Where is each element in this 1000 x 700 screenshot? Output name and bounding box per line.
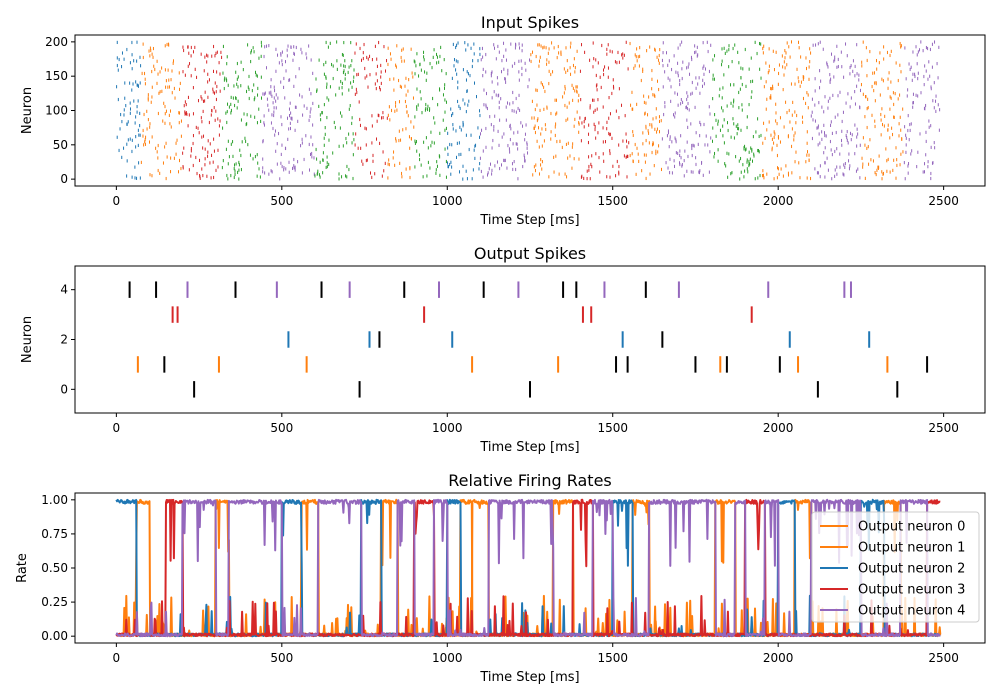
legend-label: Output neuron 3 xyxy=(858,583,965,598)
spike-segment xyxy=(387,44,415,180)
x-tick-label: 1000 xyxy=(432,651,463,665)
x-axis-label: Time Step [ms] xyxy=(479,670,579,685)
event-row-neuron-1 xyxy=(136,356,889,373)
y-axis-label: Neuron xyxy=(20,316,35,363)
y-tick-label: 0 xyxy=(60,172,68,186)
event-row-neuron-2 xyxy=(287,331,871,348)
spike-segment xyxy=(711,40,762,181)
x-tick-label: 1000 xyxy=(432,194,463,208)
x-tick-label: 2000 xyxy=(763,194,794,208)
chart-1: Input Spikes 0 500 1000 1500 2000 2500 0 50 100 15… xyxy=(20,13,986,228)
spike-segment xyxy=(860,40,904,181)
x-tick-label: 2000 xyxy=(763,651,794,665)
x-tick-label: 500 xyxy=(270,421,293,435)
y-axis-label: Neuron xyxy=(20,87,35,134)
y-tick-label: 0.00 xyxy=(41,629,68,643)
spike-segment xyxy=(761,40,812,181)
spike-segment xyxy=(182,44,223,180)
plot-area xyxy=(115,498,942,638)
x-tick-label: 1500 xyxy=(597,651,628,665)
spike-segment xyxy=(810,40,861,181)
x-tick-label: 500 xyxy=(270,194,293,208)
spike-segment xyxy=(530,41,580,179)
x-tick-label: 500 xyxy=(270,651,293,665)
y-axis-label: Rate xyxy=(15,553,30,583)
y-tick-label: 4 xyxy=(60,283,68,297)
x-tick-label: 2500 xyxy=(928,421,959,435)
x-tick-label: 1500 xyxy=(597,421,628,435)
x-tick-label: 0 xyxy=(113,194,121,208)
legend-label: Output neuron 0 xyxy=(858,520,965,535)
spike-segment xyxy=(262,43,315,181)
event-row-neuron-2 xyxy=(378,331,664,348)
spike-segment xyxy=(479,41,531,181)
legend-label: Output neuron 1 xyxy=(858,541,965,556)
legend-label: Output neuron 2 xyxy=(858,562,965,577)
x-tick-label: 1500 xyxy=(597,194,628,208)
spike-segment xyxy=(661,40,712,178)
plot-area xyxy=(128,281,929,398)
x-tick-label: 2500 xyxy=(928,194,959,208)
spike-segment xyxy=(903,40,941,181)
spike-segment xyxy=(579,40,630,181)
y-tick-label: 100 xyxy=(45,104,68,118)
y-tick-label: 150 xyxy=(45,69,68,83)
y-tick-label: 0 xyxy=(60,382,68,396)
y-tick-label: 2 xyxy=(60,333,68,347)
event-row-neuron-1 xyxy=(163,356,929,373)
event-row-neuron-4 xyxy=(186,281,852,298)
spike-segment xyxy=(447,41,481,181)
spike-segment xyxy=(629,41,662,181)
y-tick-label: 1.00 xyxy=(41,493,68,507)
y-tick-label: 0.50 xyxy=(41,561,68,575)
chart-title: Input Spikes xyxy=(481,13,579,32)
x-axis-label: Time Step [ms] xyxy=(479,213,579,228)
y-tick-label: 200 xyxy=(45,35,68,49)
x-tick-label: 2500 xyxy=(928,651,959,665)
spike-segment xyxy=(354,40,388,180)
legend-label: Output neuron 4 xyxy=(858,604,965,619)
spike-segment xyxy=(413,45,447,179)
chart-title: Relative Firing Rates xyxy=(448,471,612,490)
x-tick-label: 0 xyxy=(113,421,121,435)
x-tick-label: 0 xyxy=(113,651,121,665)
y-tick-label: 0.25 xyxy=(41,595,68,609)
event-row-neuron-3 xyxy=(171,306,753,323)
x-tick-label: 1000 xyxy=(432,421,463,435)
spike-segment xyxy=(140,42,182,181)
legend-frame xyxy=(811,511,980,623)
chart-2: Output Spikes 0 500 1000 1500 2000 2500 0 2 4 Time… xyxy=(20,244,986,455)
x-tick-label: 2000 xyxy=(763,421,794,435)
event-row-neuron-0 xyxy=(193,381,899,398)
chart-3: Relative Firing Rates 0 500 1000 1500 2000 250… xyxy=(15,471,986,685)
spike-segment xyxy=(314,40,355,181)
event-row-neuron-4 xyxy=(128,281,647,298)
y-tick-label: 50 xyxy=(53,138,68,152)
spike-segment xyxy=(116,40,142,180)
plot-area xyxy=(116,40,941,181)
rate-line-neuron-4 xyxy=(115,498,941,638)
spike-segment xyxy=(221,40,263,181)
legend: Output neuron 0 Output neuron 1 Output neu… xyxy=(811,511,980,623)
x-axis-label: Time Step [ms] xyxy=(479,440,579,455)
y-tick-label: 0.75 xyxy=(41,527,68,541)
chart-title: Output Spikes xyxy=(474,244,586,263)
